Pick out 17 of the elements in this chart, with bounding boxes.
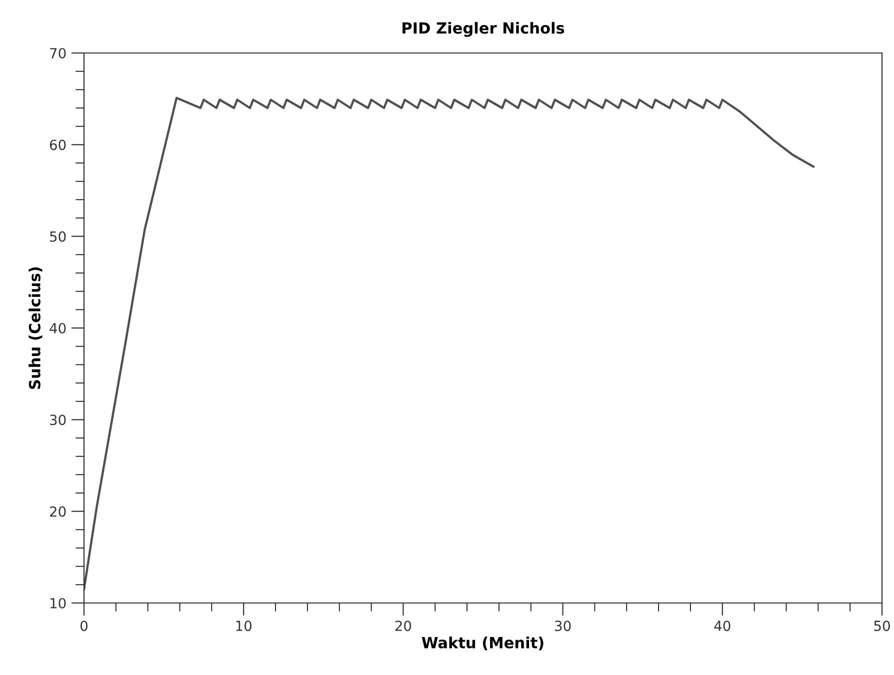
y-axis-title: Suhu (Celcius) — [28, 267, 42, 389]
y-tick-label: 70 — [50, 48, 66, 58]
y-tick-label: 10 — [50, 598, 66, 608]
y-tick-label: 40 — [50, 322, 66, 334]
x-tick-label: 10 — [236, 620, 252, 632]
y-tick-label: 60 — [50, 140, 66, 150]
chart-title: PID Ziegler Nichols — [402, 22, 564, 37]
y-tick-label: 30 — [50, 414, 66, 426]
y-tick-label: 50 — [50, 231, 66, 242]
x-axis-title: Waktu (Menit) — [422, 636, 544, 650]
x-tick-label: 50 — [874, 620, 890, 632]
x-tick-label: 20 — [395, 620, 412, 632]
line-series — [84, 96, 814, 590]
y-tick-label: 20 — [50, 506, 66, 517]
x-tick-label: 30 — [555, 620, 571, 632]
x-tick-label: 0 — [80, 620, 88, 632]
x-tick-label: 40 — [714, 620, 730, 632]
